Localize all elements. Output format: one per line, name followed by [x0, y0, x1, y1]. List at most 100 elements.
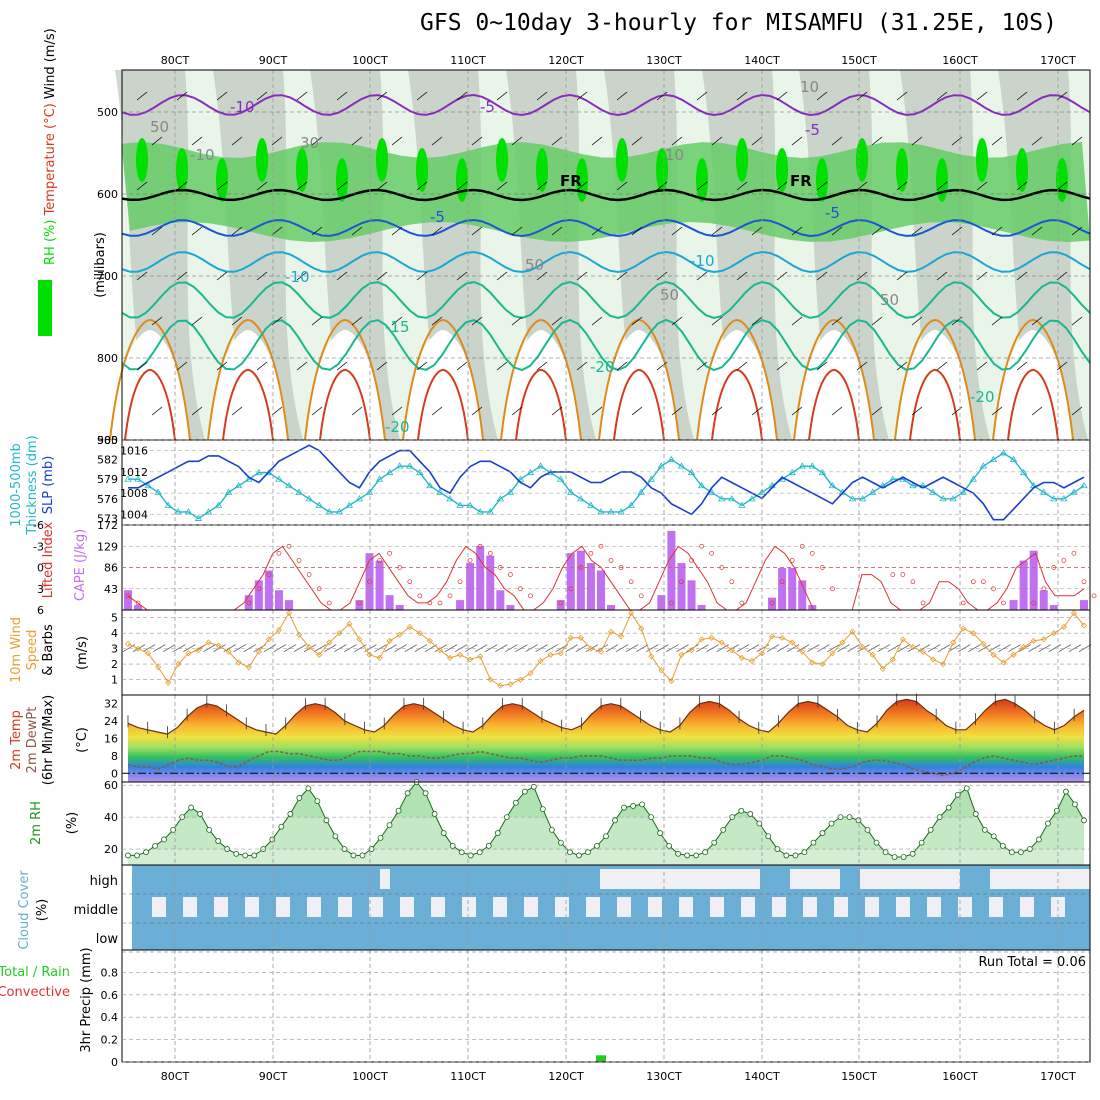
thickness-point-57 — [697, 481, 706, 489]
wind-barb — [311, 316, 323, 326]
run-total: Run Total = 0.06 — [978, 955, 1086, 970]
wind-barb — [416, 271, 428, 281]
thickness-point-41 — [536, 462, 545, 469]
wind10-point-22 — [346, 620, 353, 627]
slp-right-tick-0: 1016 — [120, 445, 148, 458]
wind-barb — [471, 226, 483, 236]
cloud-mid-gap-9 — [431, 897, 445, 917]
wind-barb — [751, 316, 763, 326]
wind10-point-70 — [829, 650, 836, 657]
wind10-point-45 — [577, 634, 584, 641]
cloud-high-gap-2 — [790, 869, 840, 889]
wind10-point-61 — [738, 654, 745, 661]
contour-label-8: -10 — [690, 252, 715, 270]
rh-point-28 — [377, 834, 384, 841]
rh-point-105 — [1072, 801, 1078, 808]
wind10-point-36 — [487, 676, 494, 683]
wind10-line — [127, 612, 1085, 687]
thickness-point-82 — [949, 495, 957, 502]
cloud-mid-gap-4 — [276, 897, 290, 917]
rh-point-54 — [612, 817, 618, 824]
temp-contour-25-lobe-2 — [319, 368, 371, 441]
rh-point-84 — [882, 849, 889, 856]
wind10-barb-2 — [142, 644, 156, 652]
wind10-barb-93 — [1058, 644, 1072, 652]
thickness-point-36 — [486, 508, 494, 515]
cape-bar-47 — [596, 570, 605, 610]
rh-point-68 — [738, 807, 745, 814]
wind10-point-67 — [799, 648, 806, 655]
wind-barb — [631, 226, 643, 236]
contour-label-9: -15 — [385, 318, 410, 336]
contour-label-18: 50 — [660, 286, 679, 304]
wind-barb — [696, 361, 708, 371]
thickness-point-61 — [738, 501, 746, 508]
li-point-26 — [387, 550, 392, 556]
slp-left-tick-3: 576 — [97, 493, 118, 506]
wind10-point-33 — [457, 651, 464, 658]
rh-ylabel: 2m RH — [29, 801, 44, 845]
li-point-14 — [266, 572, 272, 577]
li-point-58 — [709, 550, 715, 556]
thickness-point-29 — [416, 468, 424, 476]
rh-point-8 — [197, 811, 204, 817]
wind10-barb-3 — [152, 644, 166, 652]
rh-point-64 — [702, 849, 709, 856]
wind-barb — [991, 406, 1003, 416]
wind10-barb-85 — [978, 644, 991, 652]
wind-barb — [336, 361, 348, 371]
cape-bar-57 — [697, 605, 706, 610]
li-point-40 — [528, 593, 533, 599]
cloud-mid-gap-3 — [245, 897, 259, 917]
rh-green-blob-22 — [1016, 148, 1028, 192]
li-point-77 — [900, 572, 906, 577]
precip-tick-2: 0.4 — [101, 1011, 119, 1024]
wind-barb — [791, 226, 803, 236]
wind-barb — [1071, 406, 1083, 416]
wind10-point-95 — [1080, 622, 1088, 629]
li-point-29 — [417, 593, 423, 599]
wind10-point-13 — [255, 648, 262, 655]
rh-green-blob-17 — [816, 158, 828, 202]
wind-barb — [1071, 316, 1083, 326]
cape-bar-27 — [395, 605, 404, 610]
wind10-point-64 — [768, 633, 776, 640]
x-tick-bottom-4: 120CT — [548, 1070, 584, 1083]
rh-point-35 — [440, 830, 447, 836]
thickness-point-21 — [335, 508, 344, 515]
rh-point-38 — [467, 852, 474, 859]
wind-barb — [1056, 181, 1068, 191]
li-point-68 — [809, 550, 815, 556]
rh-point-66 — [720, 826, 727, 833]
cape-bar-89 — [1019, 560, 1028, 610]
rh-point-61 — [675, 850, 682, 857]
rh-point-81 — [855, 817, 862, 824]
panel-frame-precip — [121, 949, 1091, 1063]
rh-point-92 — [954, 791, 961, 798]
rh-point-53 — [603, 833, 609, 840]
wind-barb — [231, 136, 243, 146]
wind10-barb-80 — [927, 644, 941, 652]
wind-barb — [871, 406, 883, 416]
thickness-point-46 — [587, 501, 595, 508]
rh-point-75 — [801, 849, 808, 856]
wind10-barb-62 — [746, 644, 760, 652]
cape-bar-55 — [677, 563, 686, 610]
wind10-point-42 — [547, 651, 554, 658]
rh-green-blob-21 — [976, 138, 988, 182]
rh-point-55 — [621, 804, 627, 811]
wind-barb — [136, 361, 148, 371]
thickness-point-66 — [788, 468, 796, 476]
wind-barb — [671, 226, 683, 236]
wind-barb — [656, 361, 668, 371]
thickness-point-3 — [154, 488, 162, 495]
cloud-mid-gap-18 — [710, 897, 724, 917]
wind10-point-23 — [356, 636, 363, 643]
wind-barb — [976, 361, 988, 371]
temp-contour-25-lobe-3 — [417, 368, 469, 441]
wind-barb — [911, 136, 923, 146]
thickness-point-70 — [828, 481, 837, 489]
wind10-point-57 — [698, 636, 705, 643]
li-tick-1: -3 — [33, 540, 44, 553]
